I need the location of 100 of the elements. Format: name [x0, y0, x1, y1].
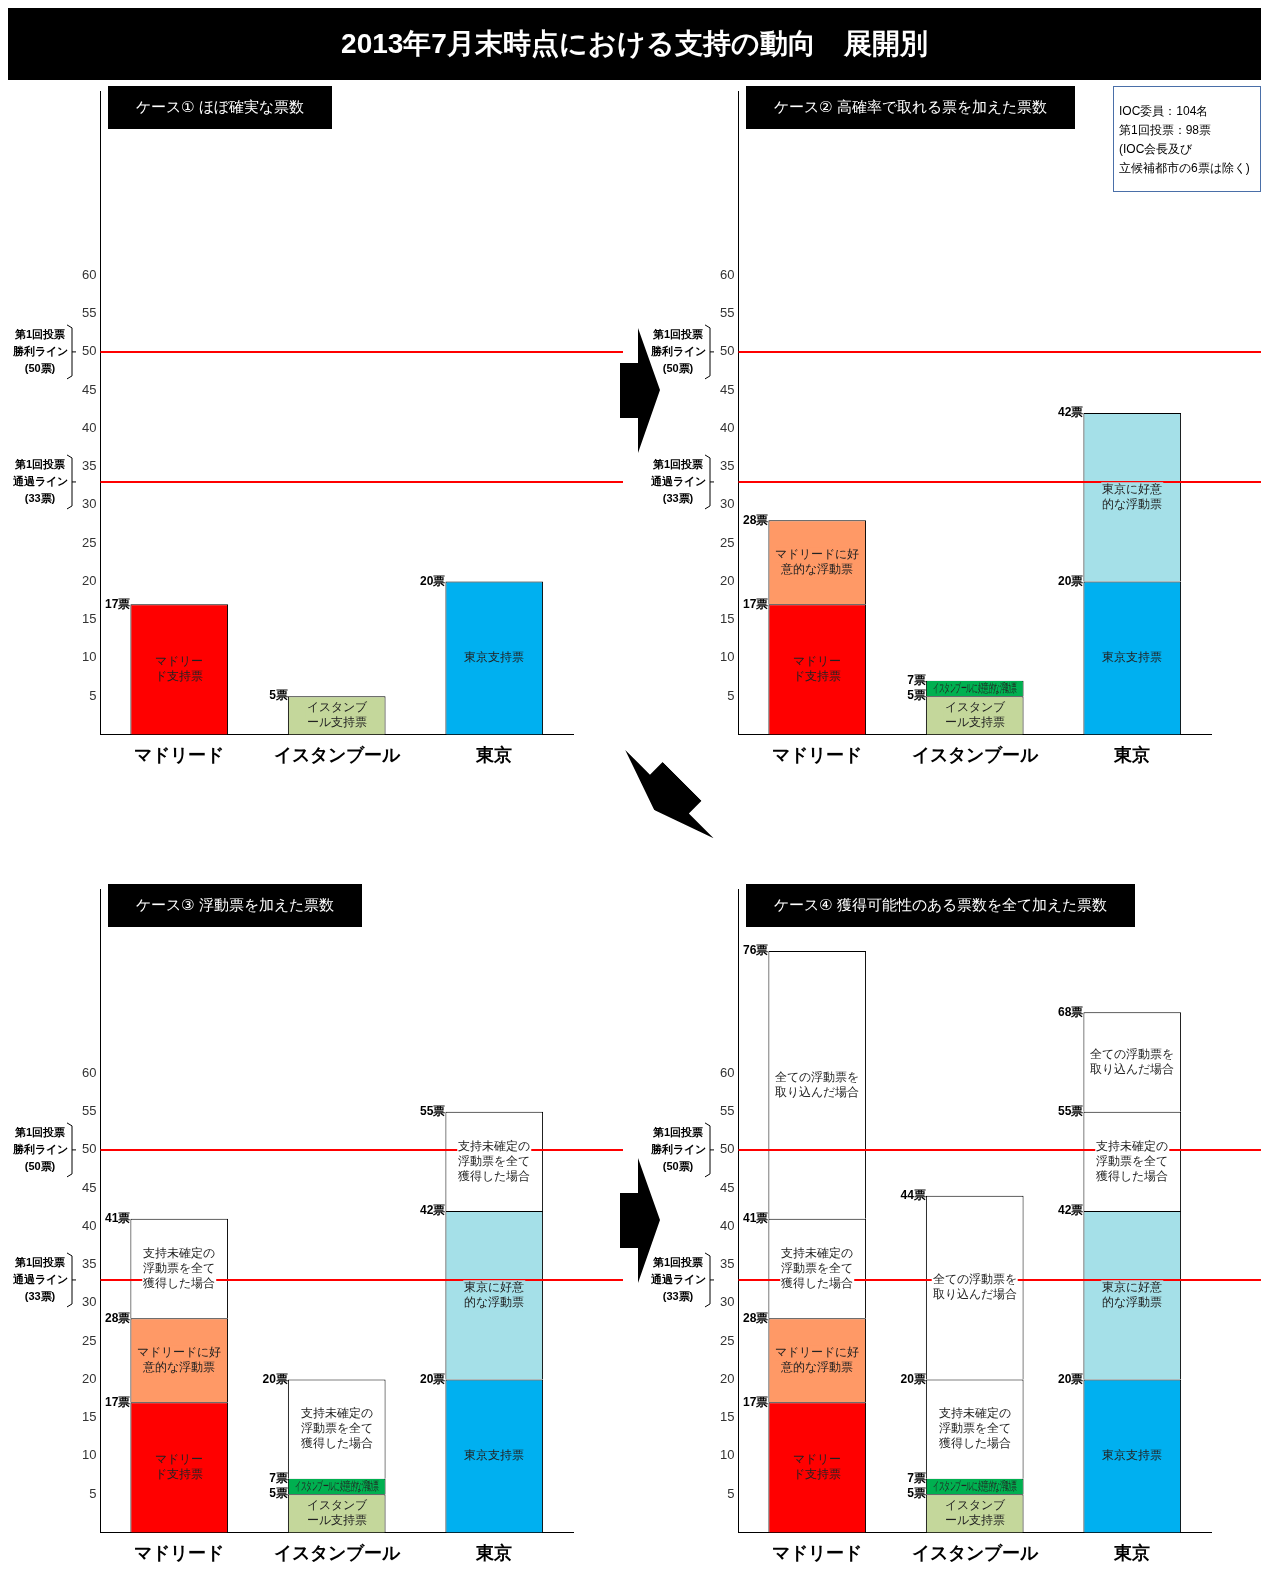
y-tick-label: 60 — [81, 266, 97, 282]
y-tick-label: 60 — [719, 266, 735, 282]
annotation: 5票 — [907, 688, 926, 703]
ref-line-label: 第1回投票勝利ライン(50票) — [11, 1125, 68, 1172]
annotation: (IOC会長及び — [1119, 141, 1194, 158]
annotation: 20票 — [420, 1371, 446, 1386]
annotation: 7票 — [907, 673, 926, 688]
series-label: 支持未確定の浮動票を全て獲得した場合 — [781, 1245, 854, 1290]
y-tick-label: 45 — [81, 381, 97, 397]
annotation: 20票 — [262, 1371, 288, 1386]
annotation: 5票 — [269, 1486, 288, 1501]
series-label: マドリードに好意的な浮動票 — [137, 1345, 222, 1375]
text: ケース② 高確率で取れる票を加えた票数 — [774, 98, 1047, 115]
series-label: 東京に好意的な浮動票 — [1102, 1280, 1163, 1310]
x-tick-label: マドリード — [772, 745, 863, 766]
annotation: 20票 — [900, 1371, 926, 1386]
y-tick-label: 60 — [719, 1064, 735, 1080]
series-label: マドリードに好意的な浮動票 — [775, 547, 860, 577]
text: ケース③ 浮動票を加えた票数 — [136, 896, 334, 913]
annotation: 28票 — [743, 512, 769, 527]
x-tick-label: 東京 — [1113, 745, 1151, 766]
annotation: 55票 — [420, 1103, 446, 1118]
y-tick-label: 20 — [81, 572, 97, 588]
series-label: イスタンブール支持票 — [306, 1498, 368, 1528]
x-tick-label: マドリード — [134, 1543, 225, 1564]
x-tick-label: マドリード — [772, 1543, 863, 1564]
annotation: 7票 — [269, 1471, 288, 1486]
annotation: 17票 — [105, 1394, 131, 1409]
y-tick-label: 50 — [719, 1141, 735, 1157]
y-tick-label: 45 — [719, 381, 735, 397]
annotation: 76票 — [743, 943, 769, 958]
annotation: 20票 — [1058, 573, 1084, 588]
series-label: 支持未確定の浮動票を全て獲得した場合 — [300, 1406, 373, 1451]
series-label: 東京支持票 — [1102, 650, 1163, 665]
y-tick-label: 30 — [81, 496, 97, 512]
series-label: マドリード支持票 — [793, 654, 842, 684]
series-label: 支持未確定の浮動票を全て獲得した場合 — [1096, 1138, 1169, 1183]
annotation: 17票 — [743, 596, 769, 611]
y-tick-label: 40 — [719, 419, 735, 435]
x-tick-label: イスタンブール — [273, 1543, 401, 1564]
y-tick-label: 10 — [81, 649, 97, 665]
series-label: マドリード支持票 — [793, 1452, 842, 1482]
ref-line-label: 第1回投票通過ライン(33票) — [11, 1255, 68, 1302]
y-tick-label: 15 — [81, 1409, 97, 1425]
annotation: 立候補都市の6票は除く) — [1119, 160, 1250, 177]
series-label: マドリード支持票 — [155, 1452, 204, 1482]
y-tick-label: 20 — [719, 1370, 735, 1386]
y-tick-label: 25 — [81, 534, 97, 550]
annotation: 17票 — [105, 596, 131, 611]
annotation: 44票 — [900, 1188, 926, 1203]
annotation: 42票 — [1058, 405, 1084, 420]
annotation: 20票 — [420, 573, 446, 588]
y-tick-label: 55 — [81, 1103, 97, 1119]
series-label: 全ての浮動票を取り込んだ場合 — [775, 1069, 860, 1099]
annotation: 55票 — [1058, 1103, 1084, 1118]
y-tick-label: 40 — [81, 419, 97, 435]
series-label: 全ての浮動票を取り込んだ場合 — [932, 1272, 1017, 1302]
y-tick-label: 10 — [81, 1447, 97, 1463]
y-tick-label: 5 — [89, 1485, 97, 1501]
annotation: 第1回投票：98票 — [1119, 122, 1213, 139]
text: ケース① ほぼ確実な票数 — [136, 98, 304, 115]
y-tick-label: 5 — [727, 687, 735, 703]
annotation: 5票 — [269, 688, 288, 703]
series-label: マドリードに好意的な浮動票 — [775, 1345, 860, 1375]
y-tick-label: 35 — [719, 458, 735, 474]
x-tick-label: イスタンブール — [911, 745, 1039, 766]
y-tick-label: 55 — [719, 1103, 735, 1119]
series-label: 全ての浮動票を取り込んだ場合 — [1090, 1046, 1175, 1076]
annotation: 41票 — [743, 1211, 769, 1226]
x-tick-label: 東京 — [475, 1543, 513, 1564]
x-tick-label: イスタンブール — [273, 745, 401, 766]
y-tick-label: 35 — [81, 1256, 97, 1272]
series-label: 東京支持票 — [464, 1448, 525, 1463]
y-tick-label: 5 — [727, 1485, 735, 1501]
ref-line-label: 第1回投票勝利ライン(50票) — [649, 327, 706, 374]
y-tick-label: 55 — [81, 305, 97, 321]
annotation: 17票 — [743, 1394, 769, 1409]
y-tick-label: 25 — [719, 534, 735, 550]
y-tick-label: 10 — [719, 649, 735, 665]
ref-line-label: 第1回投票通過ライン(33票) — [649, 457, 706, 504]
y-tick-label: 30 — [81, 1294, 97, 1310]
y-tick-label: 5 — [89, 687, 97, 703]
y-tick-label: 45 — [719, 1179, 735, 1195]
y-tick-label: 20 — [81, 1370, 97, 1386]
annotation: 28票 — [743, 1310, 769, 1325]
series-label: 支持未確定の浮動票を全て獲得した場合 — [143, 1245, 216, 1290]
annotation: 7票 — [907, 1471, 926, 1486]
annotation: 42票 — [1058, 1203, 1084, 1218]
y-tick-label: 35 — [719, 1256, 735, 1272]
y-tick-label: 30 — [719, 496, 735, 512]
ref-line-label: 第1回投票通過ライン(33票) — [649, 1255, 706, 1302]
y-tick-label: 40 — [719, 1217, 735, 1233]
series-label: 東京支持票 — [1102, 1448, 1163, 1463]
x-tick-label: イスタンブール — [911, 1543, 1039, 1564]
series-label: イスタンブール支持票 — [306, 700, 368, 730]
x-tick-label: マドリード — [134, 745, 225, 766]
annotation: 68票 — [1058, 1004, 1084, 1019]
series-label: 支持未確定の浮動票を全て獲得した場合 — [458, 1138, 531, 1183]
y-tick-label: 20 — [719, 572, 735, 588]
y-tick-label: 25 — [719, 1332, 735, 1348]
